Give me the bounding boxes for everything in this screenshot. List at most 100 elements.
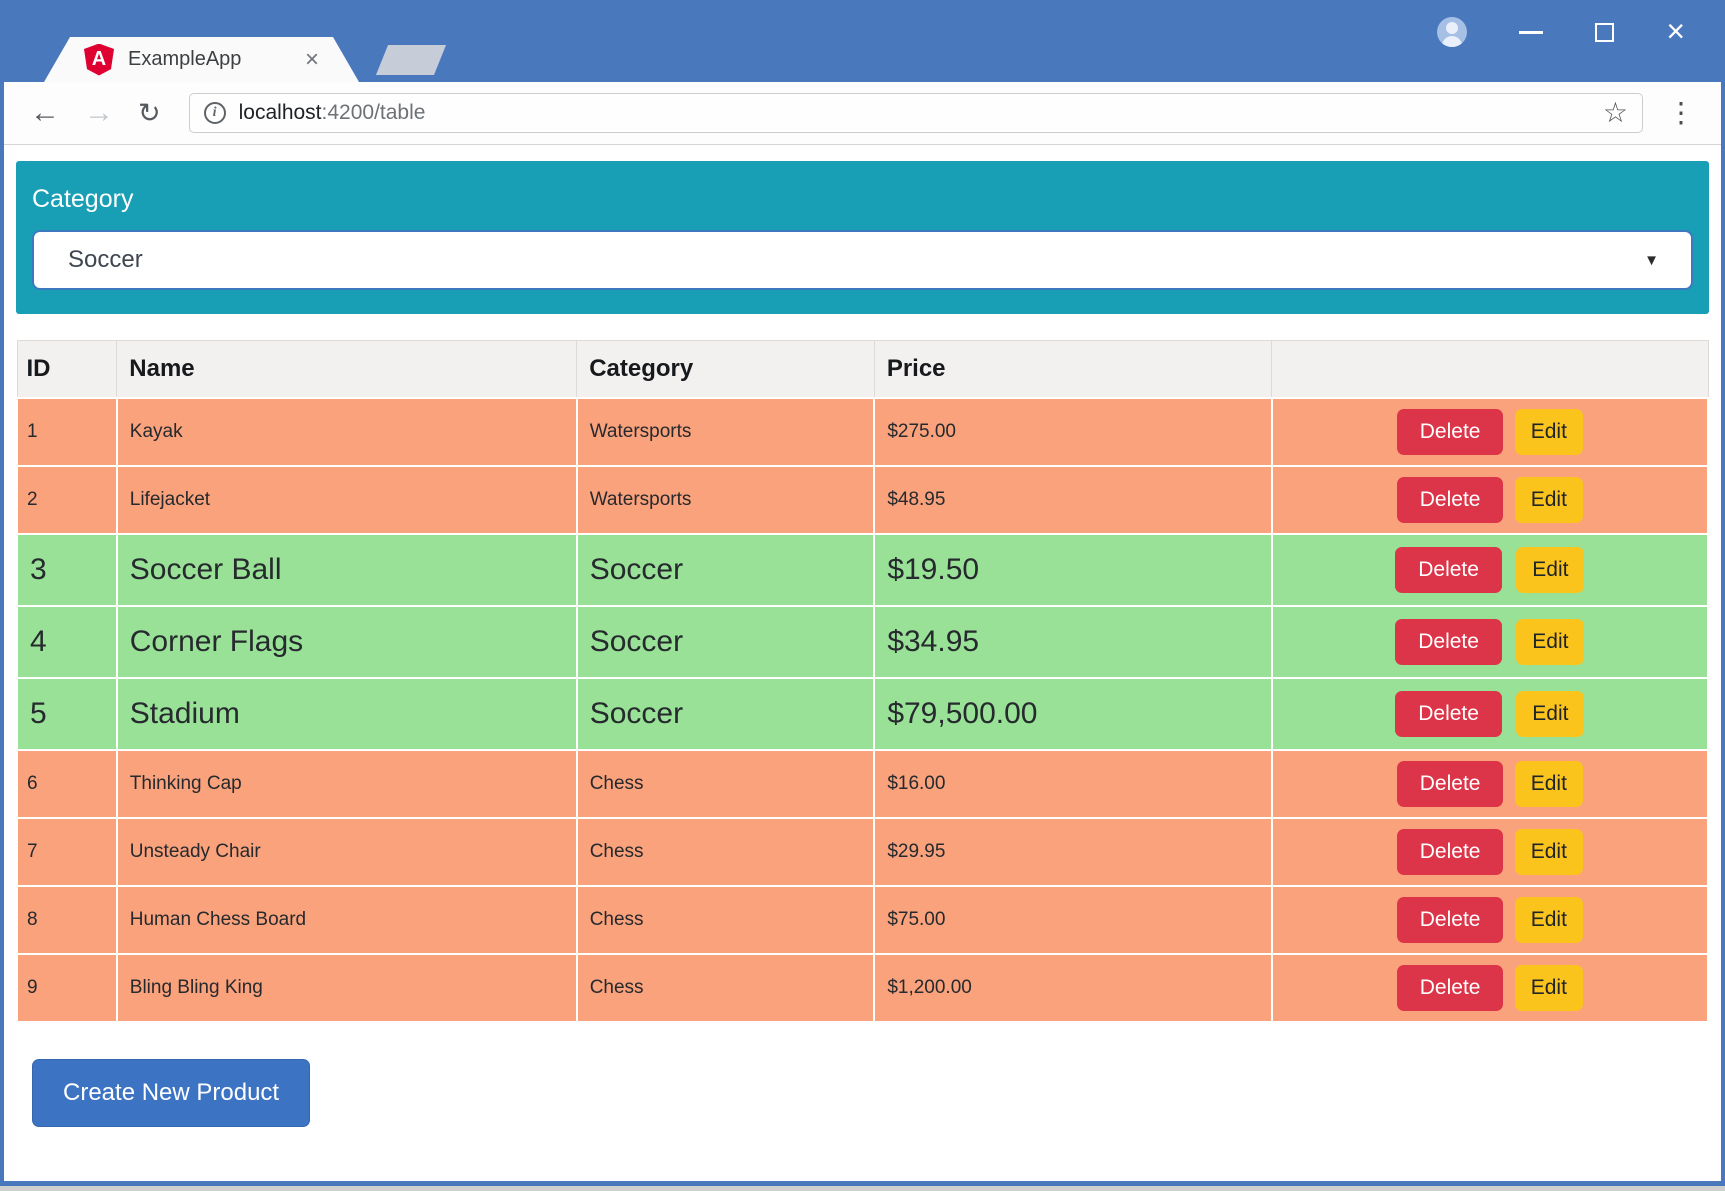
delete-button[interactable]: Delete xyxy=(1396,760,1504,807)
edit-button[interactable]: Edit xyxy=(1514,964,1583,1011)
page-content: Category Soccer ▼ ID Name Category Price xyxy=(4,145,1721,1127)
delete-button[interactable]: Delete xyxy=(1396,408,1504,455)
cell-id: 6 xyxy=(16,748,118,819)
create-new-product-button[interactable]: Create New Product xyxy=(32,1058,311,1127)
cell-actions: Delete Edit xyxy=(1270,464,1710,535)
url-text: localhost:4200/table xyxy=(239,101,426,125)
cell-price: $34.95 xyxy=(873,604,1273,679)
header-id: ID xyxy=(16,340,118,399)
cell-id: 5 xyxy=(16,676,118,751)
url-path: :4200/table xyxy=(321,101,426,124)
header-category: Category xyxy=(576,340,875,399)
cell-price: $48.95 xyxy=(873,464,1273,535)
cell-price: $79,500.00 xyxy=(873,676,1273,751)
browser-toolbar: ← → ↻ i localhost:4200/table ☆ ⋮ xyxy=(4,82,1721,145)
cell-category: Watersports xyxy=(575,464,876,535)
browser-tab[interactable]: A ExampleApp × xyxy=(44,37,359,82)
product-row: 5 Stadium Soccer $79,500.00 Delete Edit xyxy=(16,676,1710,751)
info-icon[interactable]: i xyxy=(203,102,226,124)
edit-button[interactable]: Edit xyxy=(1514,408,1583,455)
edit-button[interactable]: Edit xyxy=(1514,896,1583,943)
cell-id: 9 xyxy=(16,952,118,1023)
edit-button[interactable]: Edit xyxy=(1514,476,1583,523)
cell-actions: Delete Edit xyxy=(1270,884,1710,955)
cell-category: Soccer xyxy=(575,676,876,751)
back-icon[interactable]: ← xyxy=(30,96,60,129)
cell-id: 7 xyxy=(16,816,118,887)
cell-price: $29.95 xyxy=(873,816,1273,887)
delete-button[interactable]: Delete xyxy=(1395,690,1502,737)
header-price: Price xyxy=(873,340,1273,399)
cell-actions: Delete Edit xyxy=(1270,396,1710,467)
category-select[interactable]: Soccer ▼ xyxy=(32,230,1693,290)
cell-name: Thinking Cap xyxy=(115,748,578,819)
profile-avatar-icon[interactable] xyxy=(1437,17,1468,47)
product-row: 2 Lifejacket Watersports $48.95 Delete E… xyxy=(16,464,1710,535)
cell-price: $75.00 xyxy=(873,884,1273,955)
cell-id: 4 xyxy=(16,604,118,679)
angular-logo-icon: A xyxy=(84,44,114,76)
reload-icon[interactable]: ↻ xyxy=(138,97,161,128)
cell-category: Soccer xyxy=(575,604,876,679)
product-row: 6 Thinking Cap Chess $16.00 Delete Edit xyxy=(16,748,1710,819)
url-host: localhost xyxy=(238,101,322,124)
product-row: 7 Unsteady Chair Chess $29.95 Delete Edi… xyxy=(16,816,1710,887)
delete-button[interactable]: Delete xyxy=(1396,828,1504,875)
maximize-button[interactable] xyxy=(1595,22,1615,42)
cell-actions: Delete Edit xyxy=(1270,748,1710,819)
delete-button[interactable]: Delete xyxy=(1396,964,1504,1011)
category-select-value: Soccer xyxy=(68,246,143,273)
delete-button[interactable]: Delete xyxy=(1395,618,1502,665)
cell-category: Chess xyxy=(575,816,876,887)
forward-icon[interactable]: → xyxy=(84,96,114,129)
edit-button[interactable]: Edit xyxy=(1514,760,1583,807)
tab-close-icon[interactable]: × xyxy=(304,45,319,73)
table-header-row: ID Name Category Price xyxy=(16,340,1709,399)
edit-button[interactable]: Edit xyxy=(1516,546,1585,593)
new-tab-button[interactable] xyxy=(375,45,447,75)
cell-name: Soccer Ball xyxy=(115,532,578,607)
cell-price: $19.50 xyxy=(873,532,1273,607)
dropdown-arrow-icon: ▼ xyxy=(1644,251,1659,269)
cell-name: Stadium xyxy=(115,676,578,751)
product-row: 9 Bling Bling King Chess $1,200.00 Delet… xyxy=(16,952,1710,1023)
delete-button[interactable]: Delete xyxy=(1395,546,1502,593)
product-table-body: 1 Kayak Watersports $275.00 Delete Edit … xyxy=(16,396,1710,1023)
cell-actions: Delete Edit xyxy=(1270,816,1710,887)
bookmark-star-icon[interactable]: ☆ xyxy=(1602,97,1628,128)
cell-actions: Delete Edit xyxy=(1270,532,1710,607)
cell-category: Chess xyxy=(575,748,876,819)
product-row: 1 Kayak Watersports $275.00 Delete Edit xyxy=(16,396,1710,467)
minimize-button[interactable] xyxy=(1519,30,1544,34)
cell-name: Bling Bling King xyxy=(115,952,578,1023)
cell-price: $1,200.00 xyxy=(873,952,1273,1023)
category-label: Category xyxy=(32,185,134,213)
edit-button[interactable]: Edit xyxy=(1516,690,1585,737)
cell-actions: Delete Edit xyxy=(1270,604,1710,679)
product-row: 4 Corner Flags Soccer $34.95 Delete Edit xyxy=(16,604,1710,679)
cell-price: $275.00 xyxy=(873,396,1273,467)
cell-category: Soccer xyxy=(575,532,876,607)
header-actions xyxy=(1271,340,1709,399)
browser-menu-icon[interactable]: ⋮ xyxy=(1667,97,1695,128)
cell-id: 2 xyxy=(16,464,118,535)
address-bar[interactable]: i localhost:4200/table ☆ xyxy=(188,93,1643,133)
cell-name: Kayak xyxy=(115,396,578,467)
delete-button[interactable]: Delete xyxy=(1396,896,1504,943)
edit-button[interactable]: Edit xyxy=(1514,828,1583,875)
category-filter-panel: Category Soccer ▼ xyxy=(16,161,1709,314)
window-controls: × xyxy=(1437,14,1685,50)
cell-name: Corner Flags xyxy=(115,604,578,679)
cell-price: $16.00 xyxy=(873,748,1273,819)
delete-button[interactable]: Delete xyxy=(1396,476,1504,523)
browser-titlebar: A ExampleApp × × xyxy=(4,0,1721,82)
cell-category: Watersports xyxy=(575,396,876,467)
edit-button[interactable]: Edit xyxy=(1516,618,1585,665)
product-table: ID Name Category Price 1 Kayak Waterspor… xyxy=(16,340,1710,1023)
cell-actions: Delete Edit xyxy=(1270,952,1710,1023)
tab-title: ExampleApp xyxy=(128,48,242,70)
close-window-button[interactable]: × xyxy=(1666,13,1685,50)
cell-name: Unsteady Chair xyxy=(115,816,578,887)
cell-category: Chess xyxy=(575,884,876,955)
